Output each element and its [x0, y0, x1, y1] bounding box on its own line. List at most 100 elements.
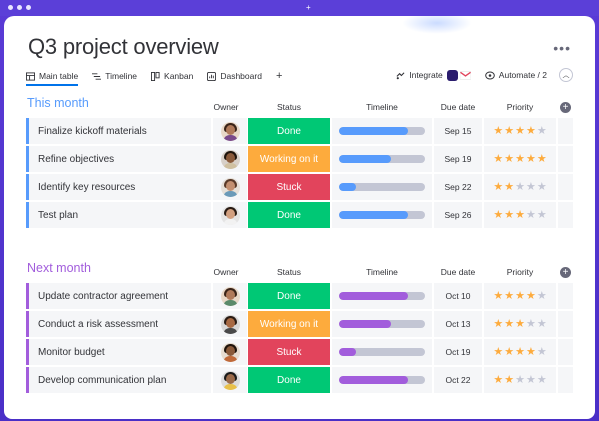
table-row[interactable]: Refine objectives Working on it Sep 19 ★ ★ ★ ★…	[26, 146, 573, 172]
owner-cell[interactable]	[213, 283, 247, 309]
item-name-cell[interactable]: Refine objectives	[26, 146, 211, 172]
star-icon[interactable]: ★	[525, 152, 536, 165]
star-icon[interactable]: ★	[525, 180, 536, 193]
due-date-cell[interactable]: Oct 13	[434, 311, 482, 337]
star-icon[interactable]: ★	[493, 373, 504, 386]
item-name-cell[interactable]: Develop communication plan	[26, 367, 211, 393]
star-icon[interactable]: ★	[536, 180, 547, 193]
due-date-cell[interactable]: Oct 10	[434, 283, 482, 309]
priority-rating[interactable]: ★ ★ ★ ★ ★	[484, 311, 556, 337]
avatar[interactable]	[220, 370, 240, 390]
group-title-next-month[interactable]: Next month	[27, 261, 91, 275]
star-icon[interactable]: ★	[504, 289, 515, 302]
star-icon[interactable]: ★	[504, 208, 515, 221]
status-badge[interactable]: Working on it	[248, 146, 330, 172]
status-badge[interactable]: Done	[248, 367, 330, 393]
timeline-cell[interactable]	[332, 146, 432, 172]
table-row[interactable]: Monitor budget Stuck Oct 19 ★ ★ ★ ★ ★	[26, 339, 573, 365]
due-date-cell[interactable]: Sep 22	[434, 174, 482, 200]
star-icon[interactable]: ★	[515, 180, 525, 193]
status-badge[interactable]: Done	[248, 283, 330, 309]
collapse-button[interactable]: ︿	[559, 68, 573, 82]
star-icon[interactable]: ★	[536, 152, 547, 165]
star-icon[interactable]: ★	[536, 373, 547, 386]
star-icon[interactable]: ★	[504, 180, 515, 193]
star-icon[interactable]: ★	[536, 345, 547, 358]
owner-cell[interactable]	[213, 118, 247, 144]
star-icon[interactable]: ★	[515, 289, 525, 302]
star-icon[interactable]: ★	[504, 124, 515, 137]
star-icon[interactable]: ★	[493, 317, 504, 330]
table-row[interactable]: Identify key resources Stuck Sep 22 ★ ★ ★ ★ ★	[26, 174, 573, 200]
timeline-cell[interactable]	[332, 174, 432, 200]
star-icon[interactable]: ★	[536, 208, 547, 221]
star-icon[interactable]: ★	[515, 124, 525, 137]
table-row[interactable]: Conduct a risk assessment Working on it Oc…	[26, 311, 573, 337]
item-name-cell[interactable]: Test plan	[26, 202, 211, 228]
star-icon[interactable]: ★	[515, 152, 525, 165]
item-name-cell[interactable]: Conduct a risk assessment	[26, 311, 211, 337]
star-icon[interactable]: ★	[504, 152, 515, 165]
avatar[interactable]	[220, 177, 240, 197]
avatar[interactable]	[220, 205, 240, 225]
priority-rating[interactable]: ★ ★ ★ ★ ★	[484, 174, 556, 200]
status-badge[interactable]: Done	[248, 118, 330, 144]
tab-kanban[interactable]: Kanban	[151, 71, 193, 81]
status-badge[interactable]: Done	[248, 202, 330, 228]
timeline-cell[interactable]	[332, 202, 432, 228]
star-icon[interactable]: ★	[536, 317, 547, 330]
avatar[interactable]	[220, 121, 240, 141]
automate-button[interactable]: Automate / 2	[484, 70, 547, 80]
status-badge[interactable]: Stuck	[248, 174, 330, 200]
timeline-cell[interactable]	[332, 339, 432, 365]
owner-cell[interactable]	[213, 367, 247, 393]
tab-main-table[interactable]: Main table	[26, 71, 79, 86]
star-icon[interactable]: ★	[515, 345, 525, 358]
add-view-button[interactable]: +	[275, 70, 283, 82]
table-row[interactable]: Update contractor agreement Done Oct 10 ★ ★ ★…	[26, 283, 573, 309]
table-row[interactable]: Finalize kickoff materials Done Sep 15 ★ ★ ★ ★…	[26, 118, 573, 144]
item-name-cell[interactable]: Identify key resources	[26, 174, 211, 200]
star-icon[interactable]: ★	[536, 289, 547, 302]
priority-rating[interactable]: ★ ★ ★ ★ ★	[484, 283, 556, 309]
star-icon[interactable]: ★	[504, 373, 515, 386]
avatar[interactable]	[220, 342, 240, 362]
owner-cell[interactable]	[213, 339, 247, 365]
star-icon[interactable]: ★	[493, 152, 504, 165]
owner-cell[interactable]	[213, 174, 247, 200]
star-icon[interactable]: ★	[515, 317, 525, 330]
add-column-button[interactable]: +	[560, 102, 571, 113]
more-options-icon[interactable]: •••	[553, 40, 571, 56]
star-icon[interactable]: ★	[493, 289, 504, 302]
timeline-cell[interactable]	[332, 283, 432, 309]
star-icon[interactable]: ★	[525, 289, 536, 302]
timeline-cell[interactable]	[332, 367, 432, 393]
due-date-cell[interactable]: Sep 26	[434, 202, 482, 228]
priority-rating[interactable]: ★ ★ ★ ★ ★	[484, 118, 556, 144]
star-icon[interactable]: ★	[493, 124, 504, 137]
table-row[interactable]: Test plan Done Sep 26 ★ ★ ★ ★ ★	[26, 202, 573, 228]
star-icon[interactable]: ★	[525, 373, 536, 386]
star-icon[interactable]: ★	[504, 317, 515, 330]
timeline-cell[interactable]	[332, 118, 432, 144]
priority-rating[interactable]: ★ ★ ★ ★ ★	[484, 202, 556, 228]
due-date-cell[interactable]: Oct 22	[434, 367, 482, 393]
table-row[interactable]: Develop communication plan Done Oct 22 ★ ★ ★ ★…	[26, 367, 573, 393]
group-title-this-month[interactable]: This month	[27, 96, 89, 110]
star-icon[interactable]: ★	[525, 124, 536, 137]
star-icon[interactable]: ★	[515, 373, 525, 386]
due-date-cell[interactable]: Sep 19	[434, 146, 482, 172]
integrate-button[interactable]: Integrate	[396, 69, 471, 81]
star-icon[interactable]: ★	[493, 208, 504, 221]
due-date-cell[interactable]: Sep 15	[434, 118, 482, 144]
star-icon[interactable]: ★	[536, 124, 547, 137]
star-icon[interactable]: ★	[493, 180, 504, 193]
priority-rating[interactable]: ★ ★ ★ ★ ★	[484, 339, 556, 365]
avatar[interactable]	[220, 286, 240, 306]
priority-rating[interactable]: ★ ★ ★ ★ ★	[484, 367, 556, 393]
item-name-cell[interactable]: Finalize kickoff materials	[26, 118, 211, 144]
item-name-cell[interactable]: Update contractor agreement	[26, 283, 211, 309]
item-name-cell[interactable]: Monitor budget	[26, 339, 211, 365]
status-badge[interactable]: Stuck	[248, 339, 330, 365]
owner-cell[interactable]	[213, 202, 247, 228]
